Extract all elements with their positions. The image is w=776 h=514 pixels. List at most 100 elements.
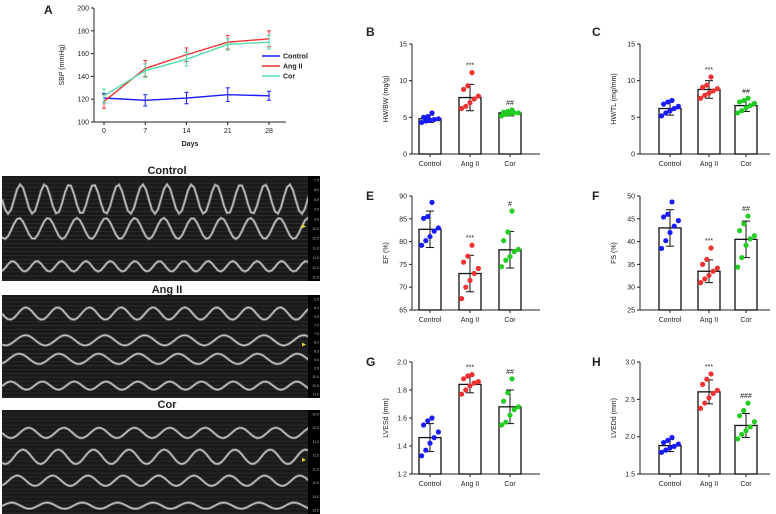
echo-scale-strip (308, 410, 320, 514)
g-y-tick-label: 1.8 (397, 388, 407, 395)
f-y-tick-label: 40 (627, 239, 635, 246)
data-point-cor (743, 428, 749, 434)
echo-depth-label: 7.5 (314, 332, 319, 336)
data-point-cor (505, 390, 511, 396)
g-x-tick-label: Control (419, 481, 442, 488)
a-x-tick-label: 7 (143, 128, 147, 135)
data-point-ang-ii (461, 259, 467, 265)
data-point-cor (505, 108, 511, 115)
data-point-control (669, 434, 675, 441)
data-point-ang-ii (710, 268, 716, 274)
c-x-tick-label: Control (659, 161, 682, 168)
b-y-tick-label: 5 (403, 115, 407, 122)
data-point-control (421, 215, 427, 221)
data-point-control (675, 103, 682, 109)
f-y-tick-label: 30 (627, 285, 635, 292)
echo-depth-label: 12.0 (312, 467, 319, 471)
data-point-control (665, 437, 671, 443)
data-point-cor (226, 43, 229, 46)
data-point-ang-ii (702, 276, 708, 282)
echo-depth-label: 13.5 (312, 509, 319, 513)
data-point-ang-ii (708, 245, 714, 251)
echo-wall-highlight (2, 217, 320, 240)
panel-label-h: H (592, 355, 601, 369)
data-point-cor (747, 103, 753, 109)
echo-scale-strip (308, 295, 320, 398)
data-point-cor (741, 97, 747, 104)
data-point-cor (144, 69, 147, 72)
data-point-ang-ii (698, 405, 704, 411)
a-x-tick-label: 21 (224, 128, 232, 135)
echo-wall-highlight (2, 183, 320, 215)
a-x-tick-label: 28 (265, 128, 273, 135)
data-point-control (669, 97, 675, 104)
data-point-cor (515, 246, 522, 252)
data-point-ang-ii (710, 390, 716, 396)
e-y-tick-label: 85 (399, 216, 407, 223)
echo-depth-label: 7.5 (314, 179, 319, 183)
legend-label-control: Control (283, 54, 308, 61)
a-x-axis-label: Days (182, 141, 199, 148)
significance-label: *** (466, 365, 474, 372)
h-y-tick-label: 1.5 (625, 472, 635, 479)
significance-label: *** (466, 235, 474, 242)
data-point-control (671, 223, 677, 229)
echo-texture-cor (2, 412, 320, 514)
data-point-ang-ii (469, 242, 475, 248)
f-y-axis-label: FS (%) (611, 242, 618, 264)
e-x-tick-label: Ang II (461, 317, 479, 324)
echo-depth-label: 9.0 (314, 358, 319, 362)
a-y-tick-label: 120 (77, 97, 89, 104)
b-y-tick-label: 15 (399, 42, 407, 49)
panel-label-f: F (592, 189, 599, 203)
data-point-ang-ii (710, 88, 716, 94)
echo-title-control: Control (147, 165, 186, 177)
echo-depth-label: 13.0 (312, 495, 319, 499)
a-y-tick-label: 180 (77, 28, 89, 35)
data-point-ang-ii (708, 371, 714, 377)
echo-depth-label: 5.5 (314, 298, 319, 302)
e-y-tick-label: 65 (399, 308, 407, 315)
echo-texture-control (2, 178, 320, 281)
data-point-cor (505, 229, 511, 235)
a-y-axis-label: SBP (mmHg) (59, 44, 66, 85)
data-point-ang-ii (471, 380, 477, 386)
echo-depth-label: 8.0 (314, 188, 319, 192)
data-point-control (419, 453, 425, 459)
g-y-tick-label: 1.2 (397, 472, 407, 479)
h-x-tick-label: Control (659, 481, 682, 488)
data-point-control (669, 199, 675, 205)
echo-depth-label: 10.5 (312, 384, 319, 388)
a-x-tick-label: 0 (102, 128, 106, 135)
data-point-cor (745, 95, 751, 101)
data-point-ang-ii (704, 376, 710, 382)
significance-label: ### (740, 393, 752, 400)
echo-depth-label: 9.5 (314, 217, 319, 221)
data-point-control (675, 218, 682, 224)
echo-title-ang-ii: Ang II (152, 284, 183, 296)
f-y-tick-label: 25 (627, 308, 635, 315)
data-point-control (185, 97, 188, 99)
data-point-control (675, 441, 682, 447)
echo-depth-label: 6.5 (314, 315, 319, 319)
data-point-cor (103, 94, 105, 97)
data-point-ang-ii (698, 95, 704, 101)
significance-label: *** (705, 364, 713, 371)
data-point-control (659, 449, 665, 455)
echo-wall-highlight (2, 474, 320, 487)
data-point-cor (185, 58, 188, 61)
data-point-cor (515, 110, 522, 116)
panel-label-c: C (592, 25, 601, 39)
f-x-tick-label: Cor (740, 317, 752, 324)
data-point-ang-ii (475, 379, 481, 385)
a-y-tick-label: 160 (77, 51, 89, 58)
data-point-control (423, 447, 429, 453)
data-point-control (671, 443, 677, 449)
data-point-ang-ii (702, 92, 708, 98)
echo-ang-ii: 5.5 6.0 6.5 7.0 7.5 8.0 8.5 9.0 9.5 10.0 10.5 11.0 (2, 295, 320, 398)
data-point-control (431, 228, 437, 234)
data-point-cor (747, 236, 753, 242)
echo-focus-marker (302, 457, 306, 462)
data-point-cor (741, 407, 747, 414)
